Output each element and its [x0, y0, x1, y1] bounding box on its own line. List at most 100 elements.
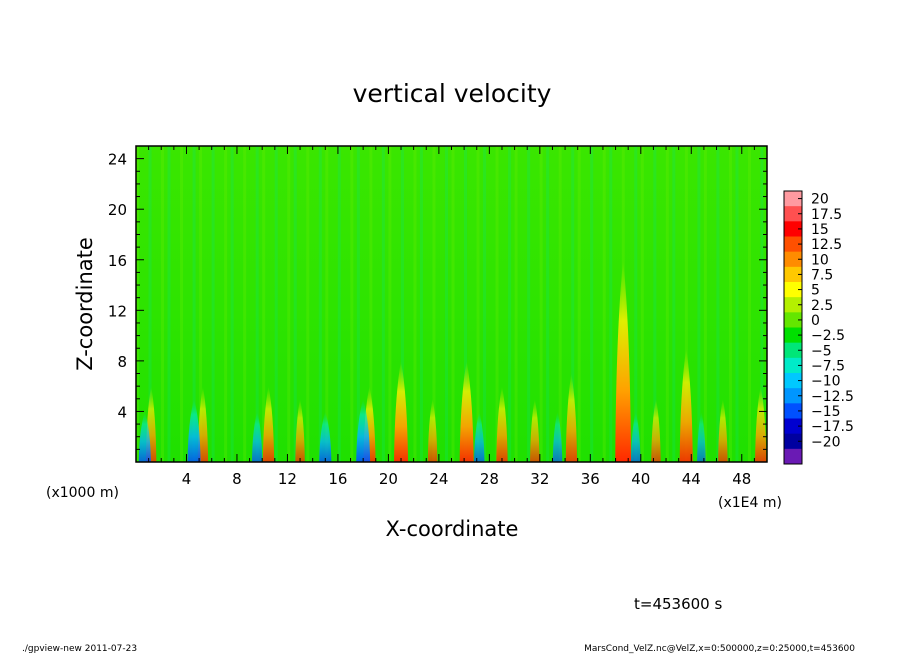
colorbar-label: 10 — [811, 252, 829, 268]
field-stripe — [508, 146, 512, 462]
field-stripe — [400, 146, 404, 462]
field-stripe — [483, 146, 487, 462]
y-tick-label: 4 — [117, 403, 127, 421]
field-stripe — [609, 146, 613, 462]
x-tick-label: 12 — [278, 470, 297, 488]
y-tick-label: 8 — [117, 353, 127, 371]
x-tick-label: 20 — [379, 470, 398, 488]
colorbar-label: 15 — [811, 222, 829, 238]
field-stripe — [527, 146, 531, 462]
colorbar-swatch — [784, 312, 802, 328]
updraft-feature — [565, 373, 578, 462]
colorbar-swatch — [784, 282, 802, 298]
field-stripe — [602, 146, 606, 462]
field-stripe — [444, 146, 448, 462]
field-stripe — [464, 146, 468, 462]
y-tick-label: 12 — [108, 302, 127, 320]
x-axis-ticks: 4 8 12 16 20 24 28 32 36 40 44 48 — [148, 146, 755, 488]
field-stripe — [703, 146, 707, 462]
field-stripe — [180, 146, 184, 462]
colorbar-swatch — [784, 433, 802, 450]
updraft-feature — [496, 386, 508, 462]
field-stripe — [413, 146, 417, 462]
field-stripe — [293, 146, 297, 462]
y-axis-unit: (x1000 m) — [46, 485, 119, 501]
colorbar-label: −2.5 — [811, 328, 845, 344]
updraft-feature — [755, 386, 767, 462]
field-stripe — [539, 146, 543, 462]
field-stripe — [419, 146, 423, 462]
x-tick-label: 48 — [732, 470, 751, 488]
field-stripe — [356, 146, 360, 462]
field-stripe — [747, 146, 751, 462]
field-stripe — [388, 146, 392, 462]
colorbar-label: −17.5 — [811, 419, 854, 435]
field-stripe — [558, 146, 562, 462]
updraft-feature — [530, 398, 540, 462]
field-stripe — [318, 146, 322, 462]
field-stripe — [243, 146, 247, 462]
field-stripe — [262, 146, 266, 462]
field-stripe — [287, 146, 291, 462]
field-stripe — [451, 146, 455, 462]
updraft-feature — [718, 398, 728, 462]
x-tick-label: 16 — [328, 470, 347, 488]
field-stripe — [590, 146, 594, 462]
colorbar-swatch — [784, 191, 802, 207]
y-axis-label: Z-coordinate — [73, 237, 97, 371]
colorbar-swatch — [784, 297, 802, 313]
x-tick-label: 24 — [429, 470, 448, 488]
field-stripe — [224, 146, 228, 462]
colorbar-swatch — [784, 236, 802, 253]
downdraft-feature — [697, 411, 706, 462]
colorbar-label: 2.5 — [811, 298, 833, 314]
downdraft-feature — [356, 398, 371, 462]
field-stripe — [665, 146, 669, 462]
colorbar-swatch — [784, 448, 802, 465]
field-stripe — [136, 146, 139, 462]
updraft-feature — [459, 360, 474, 462]
footer-right: MarsCond_VelZ.nc@VelZ,x=0:500000,z=0:250… — [584, 644, 855, 654]
field-stripe — [211, 146, 215, 462]
field-stripe — [350, 146, 354, 462]
updraft-feature — [679, 348, 693, 462]
colorbar-label: 7.5 — [811, 267, 833, 283]
x-tick-label: 44 — [682, 470, 701, 488]
colorbar-label: −7.5 — [811, 358, 845, 374]
field-stripe — [325, 146, 329, 462]
updraft-feature — [651, 398, 661, 462]
field-background — [136, 146, 767, 462]
field-stripe — [306, 146, 310, 462]
field-stripe — [495, 146, 499, 462]
colorbar-label: 17.5 — [811, 207, 842, 223]
field-stripe — [735, 146, 739, 462]
colorbar-swatch — [784, 403, 802, 419]
downdraft-feature — [319, 411, 332, 462]
field-stripe — [546, 146, 550, 462]
downdraft-feature — [251, 411, 263, 462]
x-tick-label: 40 — [631, 470, 650, 488]
downdraft-feature — [187, 398, 201, 462]
colorbar-label: 0 — [811, 313, 820, 329]
field-stripe — [577, 146, 581, 462]
updraft-feature — [615, 259, 632, 462]
updraft-feature — [427, 398, 438, 462]
chart-title: vertical velocity — [353, 79, 552, 108]
colorbar-swatch — [784, 357, 802, 374]
x-axis-label: X-coordinate — [386, 517, 519, 541]
x-axis-unit: (x1E4 m) — [718, 495, 782, 511]
colorbar-swatch — [784, 388, 802, 404]
field-stripe — [653, 146, 657, 462]
field-features — [138, 259, 767, 462]
field-stripe — [760, 146, 764, 462]
plot-area — [136, 146, 767, 462]
field-stripe — [167, 146, 171, 462]
colorbar-label: −15 — [811, 404, 841, 420]
x-tick-label: 4 — [182, 470, 192, 488]
field-stripe — [161, 146, 165, 462]
colorbar-swatch — [784, 418, 802, 435]
colorbar-label: −12.5 — [811, 389, 854, 405]
updraft-feature — [197, 386, 209, 462]
field-stripe — [199, 146, 203, 462]
